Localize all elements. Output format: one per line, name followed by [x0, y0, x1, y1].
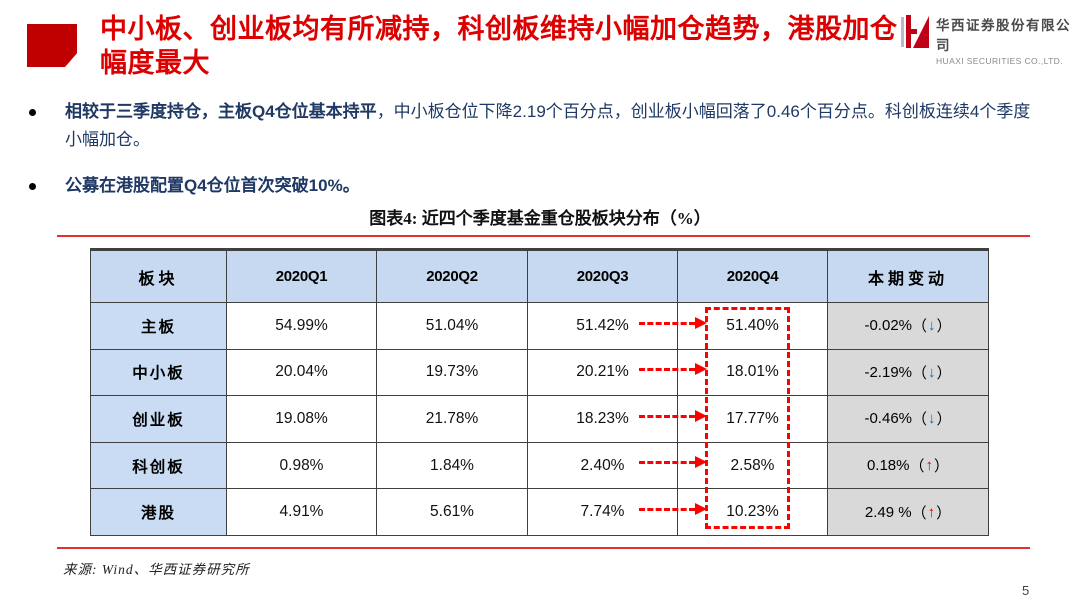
source-note: 来源: Wind、华西证券研究所 — [63, 562, 250, 577]
table-cell: 18.23% — [528, 396, 678, 443]
company-name-cn: 华西证券股份有限公司 — [936, 18, 1071, 53]
bullet-point-2: 公募在港股配置Q4仓位首次突破10%。 — [29, 172, 1043, 200]
paren: ） — [936, 412, 952, 429]
paren: ） — [936, 319, 952, 336]
row-label-mainboard: 主板 — [91, 303, 227, 350]
holdings-table: 板块 2020Q1 2020Q2 2020Q3 2020Q4 本期变动 主板 5… — [90, 248, 989, 536]
change-value: -0.46% — [864, 410, 912, 428]
table-cell: 18.01% — [678, 349, 828, 397]
up-arrow-icon: ↑ — [925, 457, 934, 475]
row-label-sme: 中小板 — [91, 349, 227, 397]
table-cell: 19.73% — [377, 349, 528, 397]
table-cell: 5.61% — [377, 489, 528, 536]
change-value: 2.49 % — [864, 503, 912, 521]
change-value: -2.19% — [864, 363, 912, 381]
table-cell: 1.84% — [377, 442, 528, 490]
table-cell: 21.78% — [377, 396, 528, 443]
up-arrow-icon: ↑ — [927, 503, 936, 521]
down-arrow-icon: ↓ — [928, 410, 936, 428]
table-cell: 51.04% — [377, 303, 528, 350]
change-cell: -0.46% （↓） — [828, 396, 989, 443]
logo-text: 华西证券股份有限公司 HUAXI SECURITIES CO.,LTD. — [936, 14, 1080, 66]
row-label-chinext: 创业板 — [91, 396, 227, 443]
bullet-2-bold-text: 公募在港股配置Q4仓位首次突破10%。 — [65, 176, 360, 195]
change-cell: 2.49 % （↑） — [828, 489, 989, 536]
page-title: 中小板、创业板均有所减持，科创板维持小幅加仓趋势，港股加仓 幅度最大 — [100, 12, 900, 80]
figure-caption: 图表4: 近四个季度基金重仓股板块分布（%） — [369, 209, 711, 228]
paren: ） — [934, 459, 950, 476]
bullet-1-regular-text: ，中小板仓位下降2.19个百分点，创业板小幅回落了0.46个百分点。科创板连续4… — [65, 102, 1031, 149]
table-cell: 51.40% — [678, 303, 828, 350]
table-cell: 54.99% — [227, 303, 377, 350]
col-header-2020q2: 2020Q2 — [377, 251, 528, 303]
change-value: -0.02% — [864, 317, 912, 335]
divider-line-bottom — [57, 547, 1030, 549]
table-cell: 7.74% — [528, 489, 678, 536]
company-name-en: HUAXI SECURITIES CO.,LTD. — [936, 56, 1063, 66]
page-title-line1: 中小板、创业板均有所减持，科创板维持小幅加仓趋势，港股加仓 — [100, 14, 898, 44]
paren: ） — [936, 505, 952, 522]
divider-line-top — [57, 235, 1030, 237]
table-cell: 4.91% — [227, 489, 377, 536]
row-label-hk: 港股 — [91, 489, 227, 536]
page-number: 5 — [1022, 583, 1030, 598]
change-value: 0.18% — [866, 457, 910, 475]
row-label-star: 科创板 — [91, 442, 227, 490]
table-cell: 2.58% — [678, 442, 828, 490]
huaxi-logo-icon — [901, 14, 929, 48]
table-cell: 2.40% — [528, 442, 678, 490]
table-cell: 19.08% — [227, 396, 377, 443]
paren: （ — [912, 365, 928, 382]
change-cell: -2.19% （↓） — [828, 349, 989, 397]
col-header-2020q3: 2020Q3 — [528, 251, 678, 303]
table-cell: 0.98% — [227, 442, 377, 490]
paren: （ — [909, 459, 925, 476]
change-cell: 0.18% （↑） — [828, 442, 989, 490]
table-cell: 20.04% — [227, 349, 377, 397]
paren: （ — [912, 412, 928, 429]
down-arrow-icon: ↓ — [928, 317, 936, 335]
company-logo: 华西证券股份有限公司 HUAXI SECURITIES CO.,LTD. — [901, 14, 1080, 66]
paren: ） — [936, 365, 952, 382]
table-cell: 20.21% — [528, 349, 678, 397]
page-title-line2: 幅度最大 — [100, 48, 210, 78]
change-cell: -0.02% （↓） — [828, 303, 989, 350]
table-cell: 10.23% — [678, 489, 828, 536]
paren: （ — [911, 505, 927, 522]
col-header-change: 本期变动 — [828, 251, 989, 303]
col-header-2020q4: 2020Q4 — [678, 251, 828, 303]
down-arrow-icon: ↓ — [928, 363, 936, 381]
table-cell: 17.77% — [678, 396, 828, 443]
paren: （ — [912, 319, 928, 336]
table-cell: 51.42% — [528, 303, 678, 350]
bullet-1-bold-text: 相较于三季度持仓，主板Q4仓位基本持平 — [65, 102, 377, 121]
red-square-bullet-icon — [27, 24, 77, 67]
col-header-2020q1: 2020Q1 — [227, 251, 377, 303]
bullet-point-1: 相较于三季度持仓，主板Q4仓位基本持平，中小板仓位下降2.19个百分点，创业板小… — [29, 98, 1043, 154]
col-header-board: 板块 — [91, 251, 227, 303]
